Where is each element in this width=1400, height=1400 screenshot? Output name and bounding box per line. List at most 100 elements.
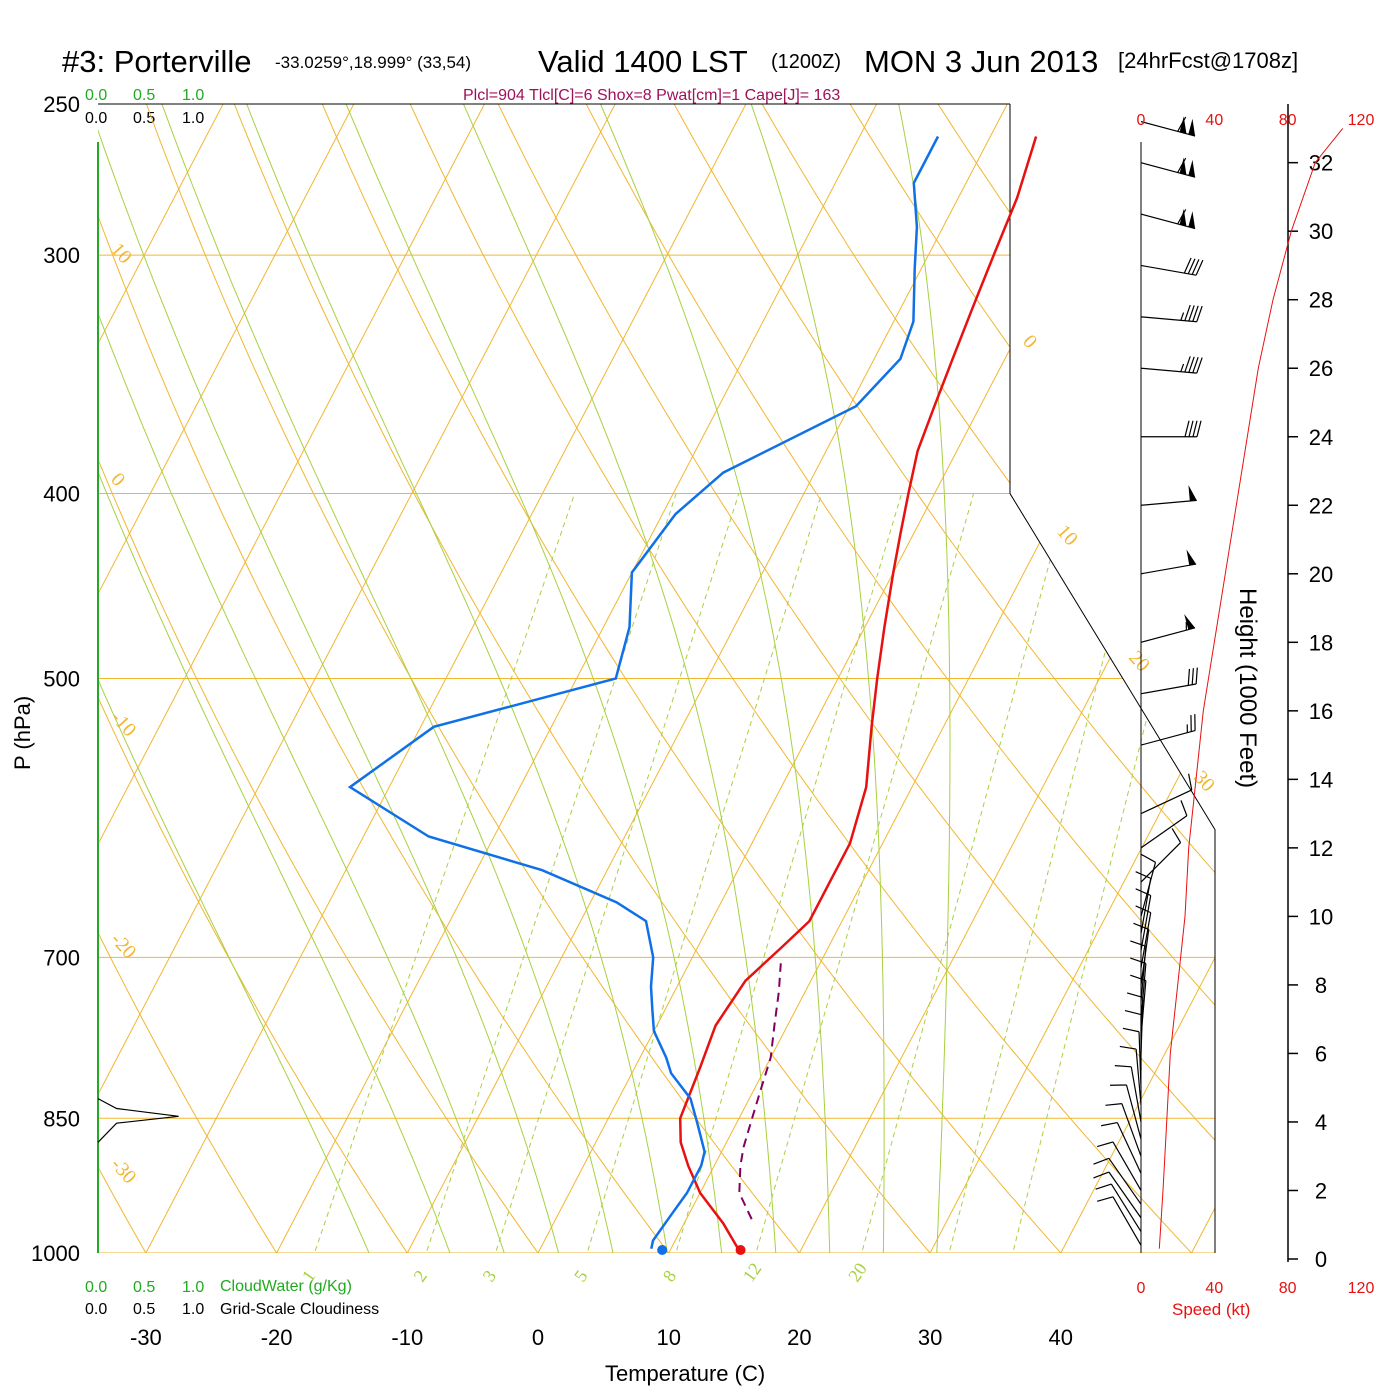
cloud-scale-top: 0.0 0.5 1.0 0.0 0.5 1.0 [85, 87, 204, 127]
isotherm-label: 0 [1018, 331, 1041, 353]
x-tick-label: 0 [532, 1325, 544, 1350]
wind-barb [1095, 1183, 1142, 1232]
dry-adiabat-line [98, 104, 700, 1253]
wind-barb [1140, 800, 1188, 849]
dry-adiabat-line [1351, 70, 1400, 1293]
height-tick-label: 4 [1315, 1110, 1327, 1135]
temperature-profile [678, 136, 1038, 1254]
isotherm-line [385, 104, 1026, 1253]
height-tick-label: 16 [1309, 699, 1333, 724]
height-tick-label: 12 [1309, 836, 1333, 861]
speed-tick-label-top: 120 [1348, 112, 1375, 129]
wind-barb [1124, 1009, 1142, 1071]
dry-adiabat-line [98, 104, 170, 1253]
speed-tick-label-bottom: 0 [1137, 1280, 1146, 1297]
wind-barb [1093, 1157, 1142, 1205]
moist-adiabat-line [149, 104, 622, 1253]
station-coords: -33.0259°,18.999° (33,54) [275, 53, 471, 72]
cloud-water-tick-1: 0.5 [133, 87, 155, 104]
pressure-tick-label: 1000 [31, 1241, 80, 1266]
x-axis-title: Temperature (C) [605, 1361, 765, 1386]
cloudiness-profile [97, 1098, 179, 1143]
dry-adiabat-line [98, 104, 568, 1253]
mixing-ratio-label: 20 [844, 1259, 871, 1285]
forecast-date: MON 3 Jun 2013 [864, 44, 1098, 79]
wind-barb [1140, 773, 1193, 815]
mixing-ratio-line [663, 493, 903, 1253]
height-tick-label: 24 [1309, 425, 1333, 450]
x-tick-label: 40 [1049, 1325, 1073, 1350]
moist-adiabat-line [585, 104, 832, 1253]
wind-barb [1140, 714, 1196, 746]
height-tick-label: 8 [1315, 973, 1327, 998]
mixing-ratio-label: 2 [409, 1266, 431, 1285]
height-tick-label: 14 [1309, 767, 1333, 792]
mixing-ratio-line [300, 493, 576, 1253]
surface-dewpoint-dot [657, 1245, 668, 1255]
isotherm-line [777, 104, 1215, 1253]
mixing-ratio-label: 5 [570, 1266, 592, 1285]
wind-barb [1140, 549, 1197, 575]
wind-barb [1140, 828, 1182, 883]
mixing-ratio-line [938, 493, 1147, 1253]
cloud-cover-tick-0: 0.0 [85, 110, 107, 127]
moist-adiabat-line [98, 104, 518, 1253]
dry-adiabat-line [220, 104, 965, 1253]
wind-barb [1130, 957, 1147, 1020]
x-tick-label: 20 [787, 1325, 811, 1350]
dry-adiabat-line [98, 104, 303, 1253]
isotherm-label: -10 [106, 707, 140, 742]
wind-barb [1140, 208, 1196, 230]
mixing-ratio-line [412, 493, 677, 1253]
isotherm-line [98, 104, 634, 1253]
isotherm-label: 30 [1189, 767, 1219, 797]
cloud-water-tick-2-bottom: 1.0 [182, 1279, 204, 1296]
valid-time: Valid 1400 LST [538, 44, 748, 79]
dry-adiabat-line [307, 104, 1098, 1253]
moist-adiabat-line [891, 104, 951, 1253]
wind-barbs [1093, 116, 1204, 1246]
pressure-tick-label: 500 [43, 667, 80, 692]
height-tick-label: 6 [1315, 1041, 1327, 1066]
isotherm-label: -20 [106, 929, 140, 964]
height-tick-label: 10 [1309, 904, 1333, 929]
wind-barb [1140, 116, 1196, 137]
sounding-series [97, 135, 1038, 1255]
cloud-water-tick-0-bottom: 0.0 [85, 1279, 107, 1296]
cloud-cover-tick-0-bottom: 0.0 [85, 1301, 107, 1318]
speed-tick-label-top: 0 [1137, 112, 1146, 129]
cloud-cover-tick-2-bottom: 1.0 [182, 1301, 204, 1318]
frame-right [1009, 104, 1216, 1253]
isotherm-line [255, 104, 895, 1253]
mixing-ratio-line [574, 493, 823, 1253]
speed-tick-label-bottom: 80 [1279, 1280, 1297, 1297]
dry-adiabat-line [1264, 70, 1400, 1293]
moist-adiabat-line [448, 104, 779, 1253]
cloud-scale-bottom: 0.0 0.5 1.0 CloudWater (g/Kg) 0.0 0.5 1.… [85, 1278, 379, 1318]
wind-barb [1140, 485, 1197, 506]
wind-barb [1141, 420, 1202, 438]
dry-adiabat-line [655, 104, 1215, 1253]
wind-barb [1105, 1102, 1142, 1157]
moist-adiabat-line [738, 104, 885, 1253]
dry-adiabat-line [0, 70, 37, 1293]
moist-adiabat-line [98, 104, 466, 1253]
dry-adiabat-line [133, 104, 833, 1253]
wind-barb [1101, 1122, 1142, 1174]
cloud-water-tick-0: 0.0 [85, 87, 107, 104]
wind-barb [1114, 1065, 1142, 1123]
isotherm-line [516, 104, 1157, 1253]
height-tick-label: 22 [1309, 493, 1333, 518]
dewpoint-profile [347, 135, 940, 1250]
height-tick-label: 0 [1315, 1247, 1327, 1272]
wind-barb [1140, 157, 1196, 178]
cloud-water-tick-2: 1.0 [182, 87, 204, 104]
height-tick-label: 2 [1315, 1178, 1327, 1203]
speed-tick-label-bottom: 40 [1205, 1280, 1223, 1297]
wind-speed-profile [1158, 128, 1344, 1249]
dry-adiabat-line [568, 104, 1215, 1253]
mixing-ratio-line [850, 493, 1069, 1253]
isotherm-label: 10 [106, 239, 136, 269]
moist-adiabat-line [98, 104, 387, 1253]
